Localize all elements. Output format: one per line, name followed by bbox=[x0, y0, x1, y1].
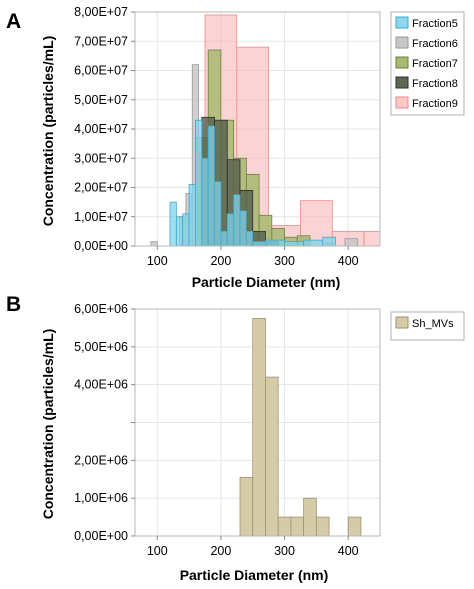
panel-b-bar-sh-mvs bbox=[277, 516, 292, 537]
panel-a-bar-fraction5 bbox=[239, 210, 247, 247]
panel-b-series-sh-mvs bbox=[239, 318, 362, 537]
panel-a: A 0,00E+00 1,00E+07 2,00E+07 3,00E+07 4,00E+… bbox=[6, 5, 465, 290]
panel-a-bar-fraction5 bbox=[252, 241, 266, 247]
panel-a-bar-fraction5 bbox=[226, 213, 235, 247]
panel-b-bar-sh-mvs bbox=[347, 516, 362, 537]
panel-a-y-axis-title: Concentration (particles/mL) bbox=[40, 36, 56, 227]
panel-a-y-tick-label: 2,00E+07 bbox=[74, 181, 128, 195]
panel-a-bar-fraction9 bbox=[363, 230, 381, 247]
panel-a-bar-fraction5 bbox=[195, 119, 203, 247]
panel-b-legend: Sh_MVs bbox=[390, 311, 465, 341]
panel-a-y-tick-label: 5,00E+07 bbox=[74, 93, 128, 107]
panel-a-x-tick-label: 400 bbox=[338, 254, 359, 268]
panel-a-bar-fraction5 bbox=[169, 201, 177, 247]
panel-b-legend-swatch-sh-mvs bbox=[395, 316, 409, 329]
panel-a-x-tick-label: 100 bbox=[147, 254, 168, 268]
panel-a-x-tick-label: 200 bbox=[210, 254, 231, 268]
panel-b-bar-sh-mvs bbox=[290, 516, 305, 537]
panel-a-bar-fraction5 bbox=[220, 230, 228, 247]
panel-a-legend-swatch-fraction8 bbox=[395, 76, 409, 89]
panel-a-legend-swatch-fraction7 bbox=[395, 56, 409, 69]
panel-b-y-tick-label: 0,00E+00 bbox=[74, 529, 128, 543]
panel-b-bar-sh-mvs bbox=[265, 376, 279, 537]
panel-b-y-tick-label: 1,00E+06 bbox=[74, 491, 128, 505]
panel-a-y-ticks: 0,00E+00 1,00E+07 2,00E+07 3,00E+07 4,00E+07… bbox=[74, 5, 135, 253]
panel-b-x-axis-title: Particle Diameter (nm) bbox=[180, 567, 329, 583]
panel-a-legend-swatch-fraction5 bbox=[395, 16, 409, 29]
panel-b: B 0,00E+00 1,00E+06 2,00E+06 4,00E+06 5,00E+… bbox=[6, 293, 465, 583]
panel-a-y-tick-label: 1,00E+07 bbox=[74, 210, 128, 224]
panel-a-y-tick-label: 3,00E+07 bbox=[74, 151, 128, 165]
panel-b-bar-sh-mvs bbox=[239, 476, 254, 537]
panel-a-y-tick-label: 6,00E+07 bbox=[74, 64, 128, 78]
panel-a-legend-label-fraction6: Fraction6 bbox=[412, 38, 458, 50]
panel-a-bar-fraction6 bbox=[150, 241, 158, 247]
panel-a-bar-fraction5 bbox=[214, 181, 222, 247]
panel-a-bar-fraction5 bbox=[245, 230, 254, 247]
panel-b-bar-sh-mvs bbox=[252, 318, 266, 537]
panel-b-y-ticks: 0,00E+00 1,00E+06 2,00E+06 4,00E+06 5,00E+06… bbox=[74, 302, 135, 543]
panel-a-x-tick-label: 300 bbox=[274, 254, 295, 268]
panel-a-legend-label-fraction9: Fraction9 bbox=[412, 98, 458, 110]
panel-b-y-tick-label: 4,00E+06 bbox=[74, 378, 128, 392]
panel-a-bar-fraction5 bbox=[201, 157, 209, 247]
panel-b-legend-label-sh-mvs: Sh_MVs bbox=[412, 318, 454, 330]
panel-a-legend-label-fraction8: Fraction8 bbox=[412, 78, 458, 90]
panel-b-x-ticks: 100 200 300 400 bbox=[147, 536, 359, 558]
panel-a-legend-swatch-fraction9 bbox=[395, 96, 409, 109]
panel-a-bar-fraction5 bbox=[303, 239, 324, 247]
panel-a-bar-fraction5 bbox=[182, 213, 190, 247]
panel-a-letter: A bbox=[6, 10, 21, 33]
panel-a-bar-fraction5 bbox=[175, 216, 184, 247]
panel-b-x-tick-label: 300 bbox=[274, 544, 295, 558]
panel-a-bar-fraction5 bbox=[233, 194, 241, 247]
panel-a-x-axis-title: Particle Diameter (nm) bbox=[192, 274, 341, 290]
panel-b-y-tick-label: 2,00E+06 bbox=[74, 453, 128, 467]
panel-a-y-tick-label: 7,00E+07 bbox=[74, 34, 128, 48]
panel-b-y-tick-label: 5,00E+06 bbox=[74, 340, 128, 354]
panel-b-x-tick-label: 100 bbox=[147, 544, 168, 558]
panel-a-bar-fraction5 bbox=[188, 184, 196, 247]
panel-a-bar-fraction5 bbox=[207, 125, 215, 247]
panel-a-y-tick-label: 8,00E+07 bbox=[74, 5, 128, 19]
panel-b-y-axis-title: Concentration (particles/mL) bbox=[40, 329, 56, 520]
panel-b-x-tick-label: 200 bbox=[210, 544, 231, 558]
panel-b-bars bbox=[239, 318, 362, 537]
panel-b-y-tick-label: 6,00E+06 bbox=[74, 302, 128, 316]
panel-a-legend-swatch-fraction6 bbox=[395, 36, 409, 49]
panel-a-bar-fraction5 bbox=[284, 241, 305, 247]
panel-b-x-tick-label: 400 bbox=[338, 544, 359, 558]
panel-a-y-tick-label: 4,00E+07 bbox=[74, 122, 128, 136]
panel-a-bar-fraction5 bbox=[265, 239, 285, 247]
panel-b-bar-sh-mvs bbox=[315, 516, 330, 537]
panel-b-bar-sh-mvs bbox=[303, 497, 317, 537]
panel-a-legend-label-fraction7: Fraction7 bbox=[412, 58, 458, 70]
panel-a-x-ticks: 100 200 300 400 bbox=[147, 246, 359, 268]
panel-a-bar-fraction5 bbox=[322, 236, 336, 247]
panel-b-letter: B bbox=[6, 293, 21, 316]
panel-a-bars bbox=[150, 14, 381, 247]
panel-a-legend-label-fraction5: Fraction5 bbox=[412, 18, 458, 30]
panel-a-bar-fraction6 bbox=[344, 238, 359, 247]
panel-a-legend: Fraction5 Fraction6 Fraction7 Fraction8 Frac… bbox=[390, 11, 465, 116]
panel-a-y-tick-label: 0,00E+00 bbox=[74, 239, 128, 253]
